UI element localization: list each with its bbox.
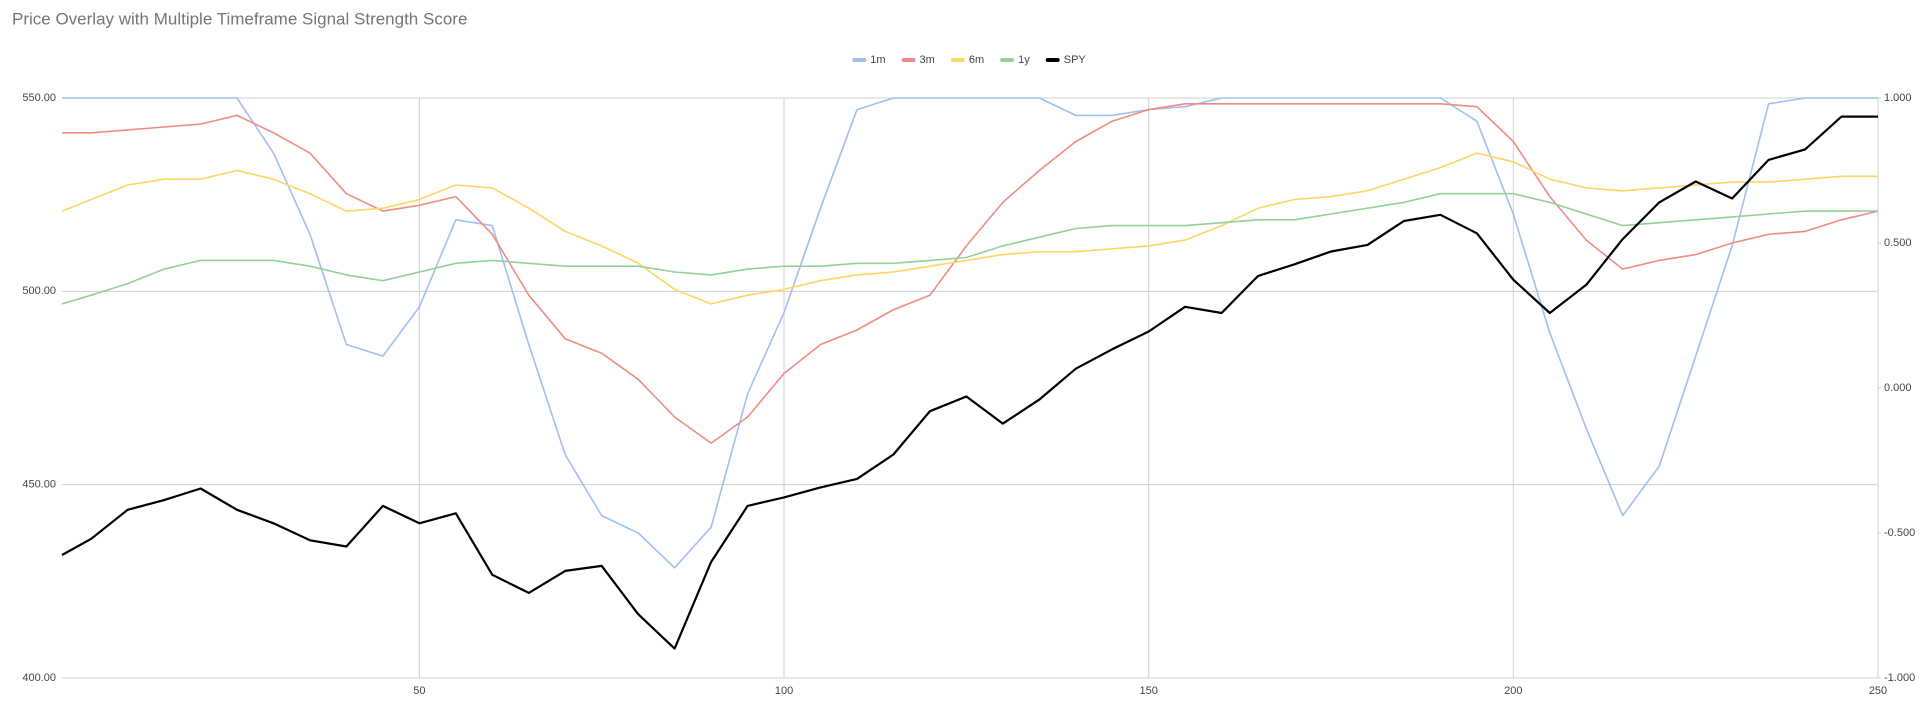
legend-label: 1m [870,54,885,66]
chart-title: Price Overlay with Multiple Timeframe Si… [12,9,467,28]
y2-tick-label: -1.000 [1884,672,1915,684]
y-tick-label: 500.00 [22,285,56,297]
legend-item: SPY [1045,54,1087,66]
x-tick-label: 100 [775,685,793,697]
y2-tick-label: 1.000 [1884,92,1912,104]
y2-tick-label: -0.500 [1884,527,1915,539]
series-line [62,103,1879,444]
y2-tick-label: 0.500 [1884,237,1912,249]
x-tick-label: 200 [1504,685,1522,697]
legend-item: 6m [950,54,984,66]
y2-tick-label: 0.000 [1884,382,1912,394]
y-tick-label: 450.00 [22,479,56,491]
legend-label: SPY [1064,54,1087,66]
legend-label: 6m [969,54,984,66]
series-line [61,115,1878,650]
legend: 1m 3m 6m 1y SPY [852,54,1087,66]
legend-item: 1y [1000,54,1030,66]
y-tick-label: 550.00 [22,92,56,104]
x-tick-label: 150 [1140,685,1158,697]
y-tick-label: 400.00 [22,672,56,684]
x-tick-label: 250 [1869,685,1887,697]
series-line [62,97,1878,569]
legend-label: 3m [920,54,935,66]
legend-label: 1y [1018,54,1030,66]
x-tick-label: 50 [413,685,425,697]
series-line [61,192,1878,305]
legend-item: 1m [852,54,886,66]
series-line [61,152,1878,305]
legend-item: 3m [901,54,935,66]
